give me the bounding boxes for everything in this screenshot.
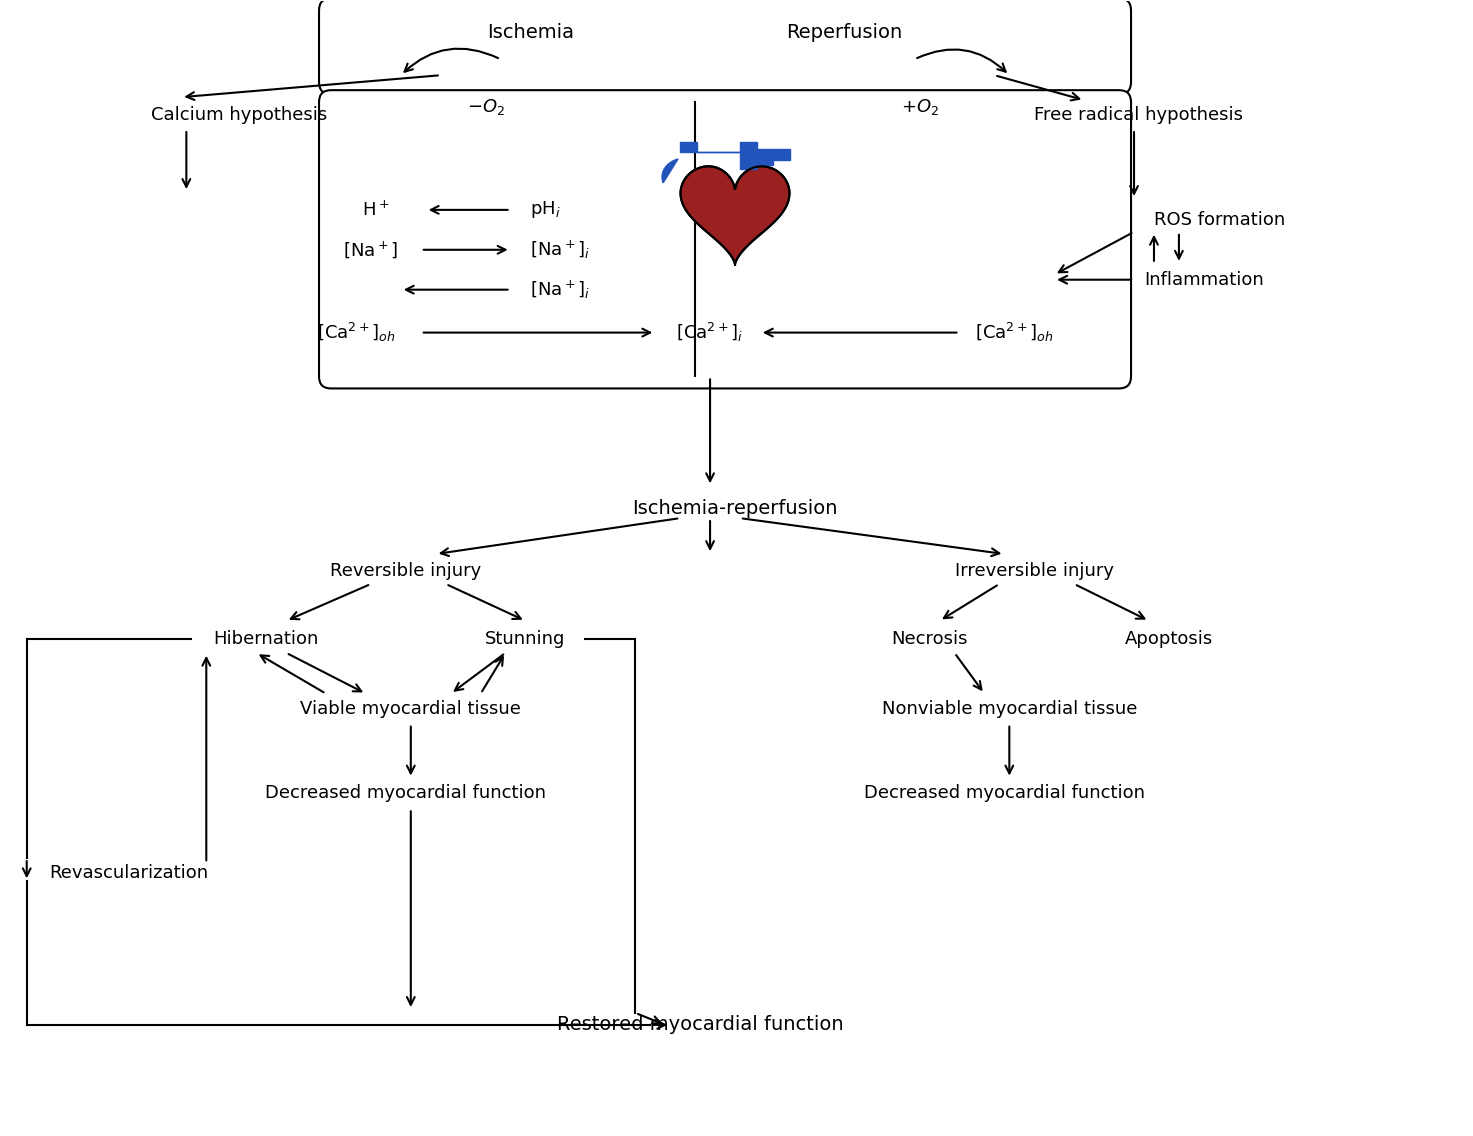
Text: [Na$^+$]: [Na$^+$]	[343, 240, 399, 260]
FancyBboxPatch shape	[320, 0, 1131, 94]
Text: Apoptosis: Apoptosis	[1125, 629, 1214, 648]
Text: Inflammation: Inflammation	[1145, 270, 1264, 289]
Text: Calcium hypothesis: Calcium hypothesis	[152, 106, 327, 124]
Text: [Na$^+$]$_i$: [Na$^+$]$_i$	[530, 278, 591, 301]
Text: ROS formation: ROS formation	[1153, 211, 1286, 228]
Polygon shape	[757, 149, 790, 165]
Polygon shape	[681, 166, 790, 265]
Text: [Ca$^{2+}$]$_{oh}$: [Ca$^{2+}$]$_{oh}$	[317, 321, 395, 344]
Text: [Ca$^{2+}$]$_i$: [Ca$^{2+}$]$_i$	[676, 321, 744, 344]
Text: H$^+$: H$^+$	[362, 200, 389, 219]
Text: Stunning: Stunning	[485, 629, 566, 648]
Text: Necrosis: Necrosis	[891, 629, 968, 648]
Text: Ischemia: Ischemia	[488, 23, 574, 42]
Text: Revascularization: Revascularization	[50, 864, 209, 883]
Text: Viable myocardial tissue: Viable myocardial tissue	[300, 700, 521, 718]
Text: Free radical hypothesis: Free radical hypothesis	[1034, 106, 1243, 124]
Text: Hibernation: Hibernation	[214, 629, 318, 648]
Polygon shape	[739, 142, 757, 169]
Text: [Na$^+$]$_i$: [Na$^+$]$_i$	[530, 239, 591, 261]
Polygon shape	[661, 159, 678, 183]
Text: Irreversible injury: Irreversible injury	[955, 562, 1114, 580]
Text: Decreased myocardial function: Decreased myocardial function	[265, 785, 546, 802]
Text: pH$_i$: pH$_i$	[530, 200, 561, 220]
Text: Restored myocardial function: Restored myocardial function	[557, 1016, 844, 1035]
Polygon shape	[681, 142, 739, 152]
Text: Decreased myocardial function: Decreased myocardial function	[863, 785, 1145, 802]
Text: Nonviable myocardial tissue: Nonviable myocardial tissue	[882, 700, 1137, 718]
Text: [Ca$^{2+}$]$_{oh}$: [Ca$^{2+}$]$_{oh}$	[975, 321, 1053, 344]
FancyBboxPatch shape	[320, 90, 1131, 389]
Text: Ischemia-reperfusion: Ischemia-reperfusion	[632, 499, 838, 518]
Text: Reperfusion: Reperfusion	[787, 23, 903, 42]
Text: $-O_2$: $-O_2$	[467, 98, 505, 117]
Text: $+O_2$: $+O_2$	[900, 98, 938, 117]
Text: Reversible injury: Reversible injury	[330, 562, 482, 580]
